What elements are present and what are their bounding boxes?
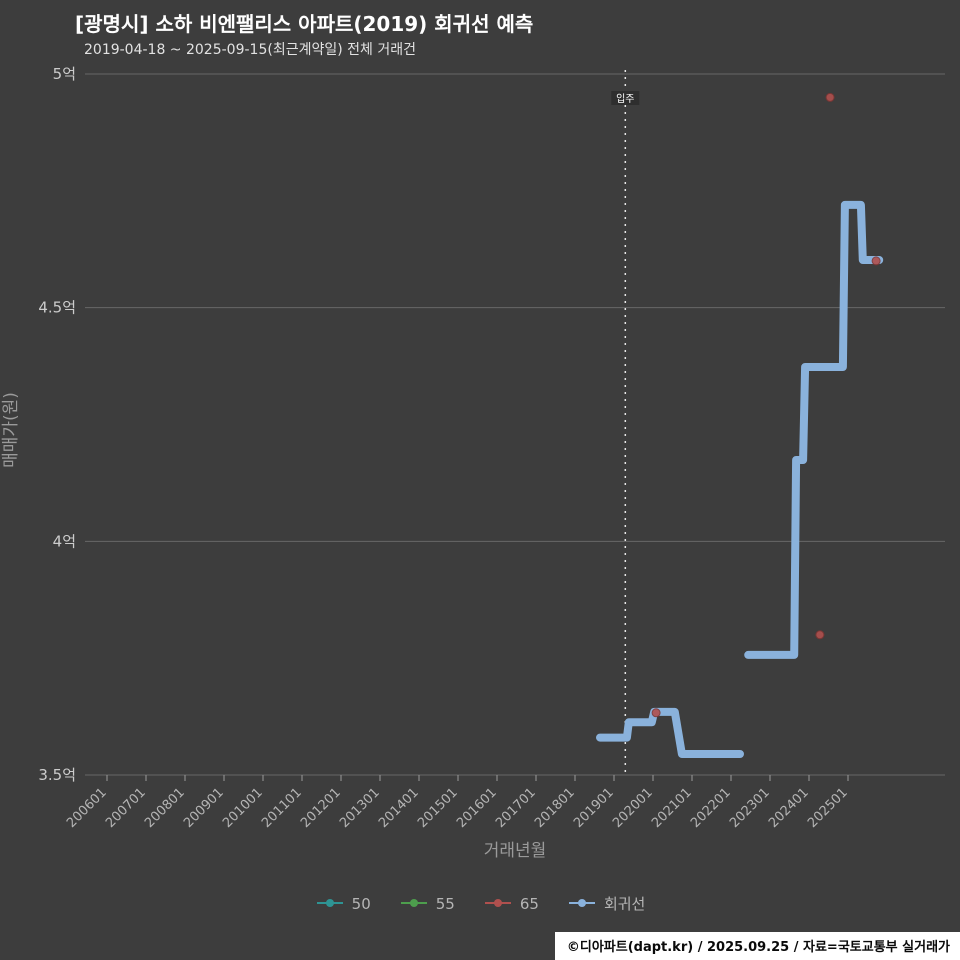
x-tick-label: 202301 <box>727 785 773 831</box>
y-axis-title: 매매가(원) <box>1 392 21 468</box>
legend-marker-icon <box>315 894 345 913</box>
x-tick-label: 202401 <box>766 785 812 831</box>
data-point-65 <box>651 708 661 718</box>
legend-item-65[interactable]: 65 <box>483 894 539 913</box>
regression-line <box>744 200 884 659</box>
chart-subtitle: 2019-04-18 ~ 2025-09-15(최근계약일) 전체 거래건 <box>84 42 416 58</box>
x-tick-label: 200801 <box>142 785 188 831</box>
x-tick-label: 201001 <box>220 785 266 831</box>
data-point-65 <box>815 630 825 640</box>
y-tick-label: 5억 <box>53 65 76 83</box>
x-tick-label: 201601 <box>454 785 500 831</box>
x-tick-label: 202201 <box>688 785 734 831</box>
x-tick-label: 200901 <box>181 785 227 831</box>
x-tick-label: 201101 <box>259 785 305 831</box>
chart-title: [광명시] 소하 비엔팰리스 아파트(2019) 회귀선 예측 <box>75 12 534 36</box>
x-tick-label: 201201 <box>298 785 344 831</box>
data-point-65 <box>871 256 881 266</box>
legend-marker-icon <box>399 894 429 913</box>
x-tick-label: 201901 <box>571 785 617 831</box>
legend-label: 55 <box>435 894 455 913</box>
move-in-label-bg <box>611 91 640 105</box>
y-tick-label: 4억 <box>53 532 76 550</box>
data-point-65 <box>825 92 835 102</box>
x-tick-label: 201801 <box>532 785 578 831</box>
regression-line <box>596 707 744 758</box>
x-tick-label: 202001 <box>610 785 656 831</box>
x-tick-label: 200701 <box>103 785 149 831</box>
legend-label: 회귀선 <box>603 895 646 913</box>
x-axis-title: 거래년월 <box>484 841 547 861</box>
legend-marker-icon <box>567 894 597 913</box>
legend: 50 55 65 회귀선 <box>0 893 960 914</box>
legend-item-회귀선[interactable]: 회귀선 <box>567 893 645 914</box>
x-tick-label: 201301 <box>337 785 383 831</box>
x-tick-label: 201401 <box>376 785 422 831</box>
legend-item-55[interactable]: 55 <box>399 894 455 913</box>
plot-area: 5억 4.5억 4억 3.5억2006012007012008012009012010… <box>1 65 945 861</box>
x-tick-label: 201501 <box>415 785 461 831</box>
x-tick-label: 202101 <box>649 785 695 831</box>
legend-marker-icon <box>483 894 513 913</box>
legend-label: 65 <box>519 894 539 913</box>
x-tick-label: 201701 <box>493 785 539 831</box>
x-tick-label: 202501 <box>805 785 851 831</box>
legend-label: 50 <box>351 894 371 913</box>
move-in-label: 입주 <box>616 92 634 105</box>
legend-item-50[interactable]: 50 <box>315 894 371 913</box>
y-tick-label: 4.5억 <box>38 299 76 317</box>
watermark-footer: ©디아파트(dapt.kr) / 2025.09.25 / 자료=국토교통부 실… <box>554 932 960 960</box>
y-tick-label: 3.5억 <box>38 766 76 784</box>
x-tick-label: 200601 <box>64 785 110 831</box>
